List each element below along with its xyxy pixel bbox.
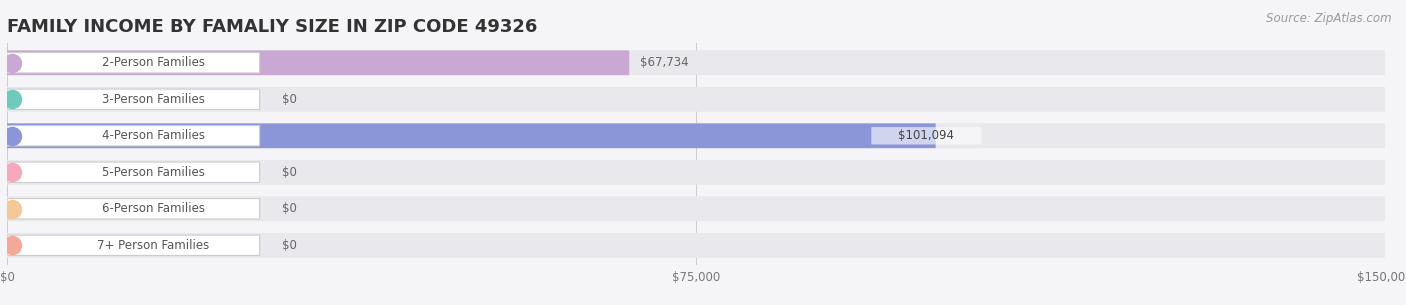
FancyBboxPatch shape	[7, 126, 260, 146]
FancyBboxPatch shape	[7, 50, 630, 75]
FancyBboxPatch shape	[7, 235, 260, 256]
Text: Source: ZipAtlas.com: Source: ZipAtlas.com	[1267, 12, 1392, 25]
FancyBboxPatch shape	[7, 199, 260, 219]
FancyBboxPatch shape	[7, 89, 260, 109]
FancyBboxPatch shape	[7, 123, 935, 148]
Text: 4-Person Families: 4-Person Families	[103, 129, 205, 142]
FancyBboxPatch shape	[7, 52, 260, 73]
FancyBboxPatch shape	[7, 162, 260, 182]
Text: 3-Person Families: 3-Person Families	[103, 93, 205, 106]
Text: $0: $0	[281, 202, 297, 215]
Text: 5-Person Families: 5-Person Families	[103, 166, 205, 179]
Text: 7+ Person Families: 7+ Person Families	[97, 239, 209, 252]
FancyBboxPatch shape	[7, 160, 1385, 185]
Text: $0: $0	[281, 239, 297, 252]
Text: $0: $0	[281, 93, 297, 106]
Text: $101,094: $101,094	[898, 129, 955, 142]
Text: $0: $0	[281, 166, 297, 179]
FancyBboxPatch shape	[7, 50, 1385, 75]
Text: FAMILY INCOME BY FAMALIY SIZE IN ZIP CODE 49326: FAMILY INCOME BY FAMALIY SIZE IN ZIP COD…	[7, 18, 537, 36]
FancyBboxPatch shape	[872, 127, 981, 145]
FancyBboxPatch shape	[7, 87, 1385, 112]
FancyBboxPatch shape	[7, 196, 1385, 221]
Text: 6-Person Families: 6-Person Families	[103, 202, 205, 215]
Text: $67,734: $67,734	[640, 56, 689, 69]
FancyBboxPatch shape	[7, 123, 1385, 148]
Text: 2-Person Families: 2-Person Families	[103, 56, 205, 69]
FancyBboxPatch shape	[7, 233, 1385, 258]
